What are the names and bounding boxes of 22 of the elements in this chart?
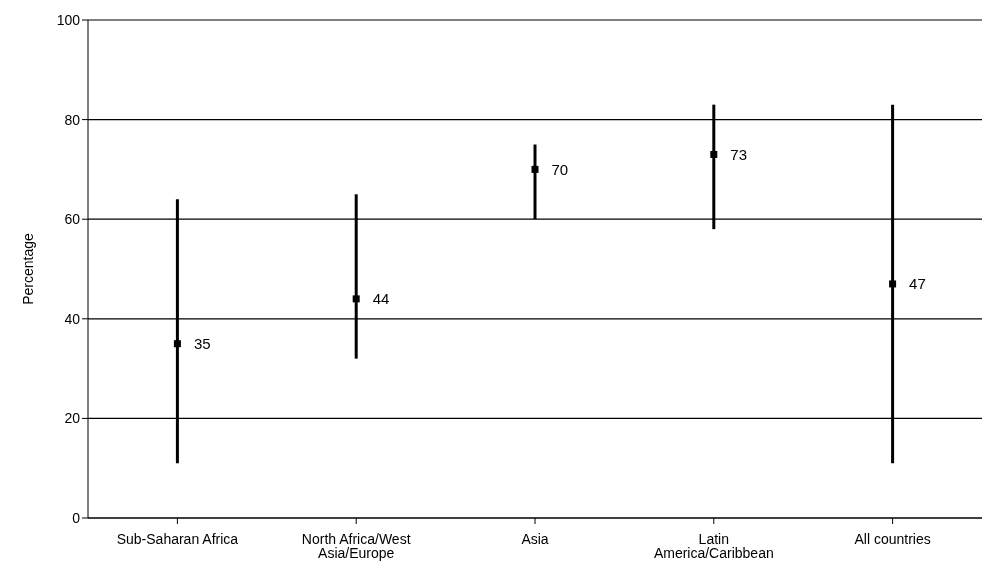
y-tick-label: 80: [64, 111, 81, 128]
y-tick-label: 20: [64, 410, 81, 427]
point: [531, 165, 539, 173]
point: [352, 295, 360, 303]
data-label: 70: [551, 160, 569, 178]
point: [889, 280, 897, 288]
x-tick-label: Latin America/Caribbean: [653, 530, 774, 561]
data-label: 35: [193, 335, 211, 353]
x-tick-label: North Africa/West Asia/Europe: [301, 530, 411, 561]
data-label: 47: [909, 275, 926, 293]
point: [710, 150, 718, 158]
y-tick-label: 0: [72, 509, 81, 526]
data-label: 73: [730, 145, 747, 163]
x-tick-label: Sub-Saharan Africa: [116, 530, 239, 547]
y-tick-label: 100: [56, 11, 81, 28]
point: [173, 340, 181, 348]
x-tick-label: Asia: [521, 530, 549, 547]
data-label: 44: [372, 290, 390, 308]
y-axis-title: Percentage: [19, 232, 36, 305]
y-tick-label: 40: [64, 310, 81, 327]
x-tick-label: All countries: [854, 530, 931, 547]
y-tick-label: 60: [64, 211, 81, 228]
